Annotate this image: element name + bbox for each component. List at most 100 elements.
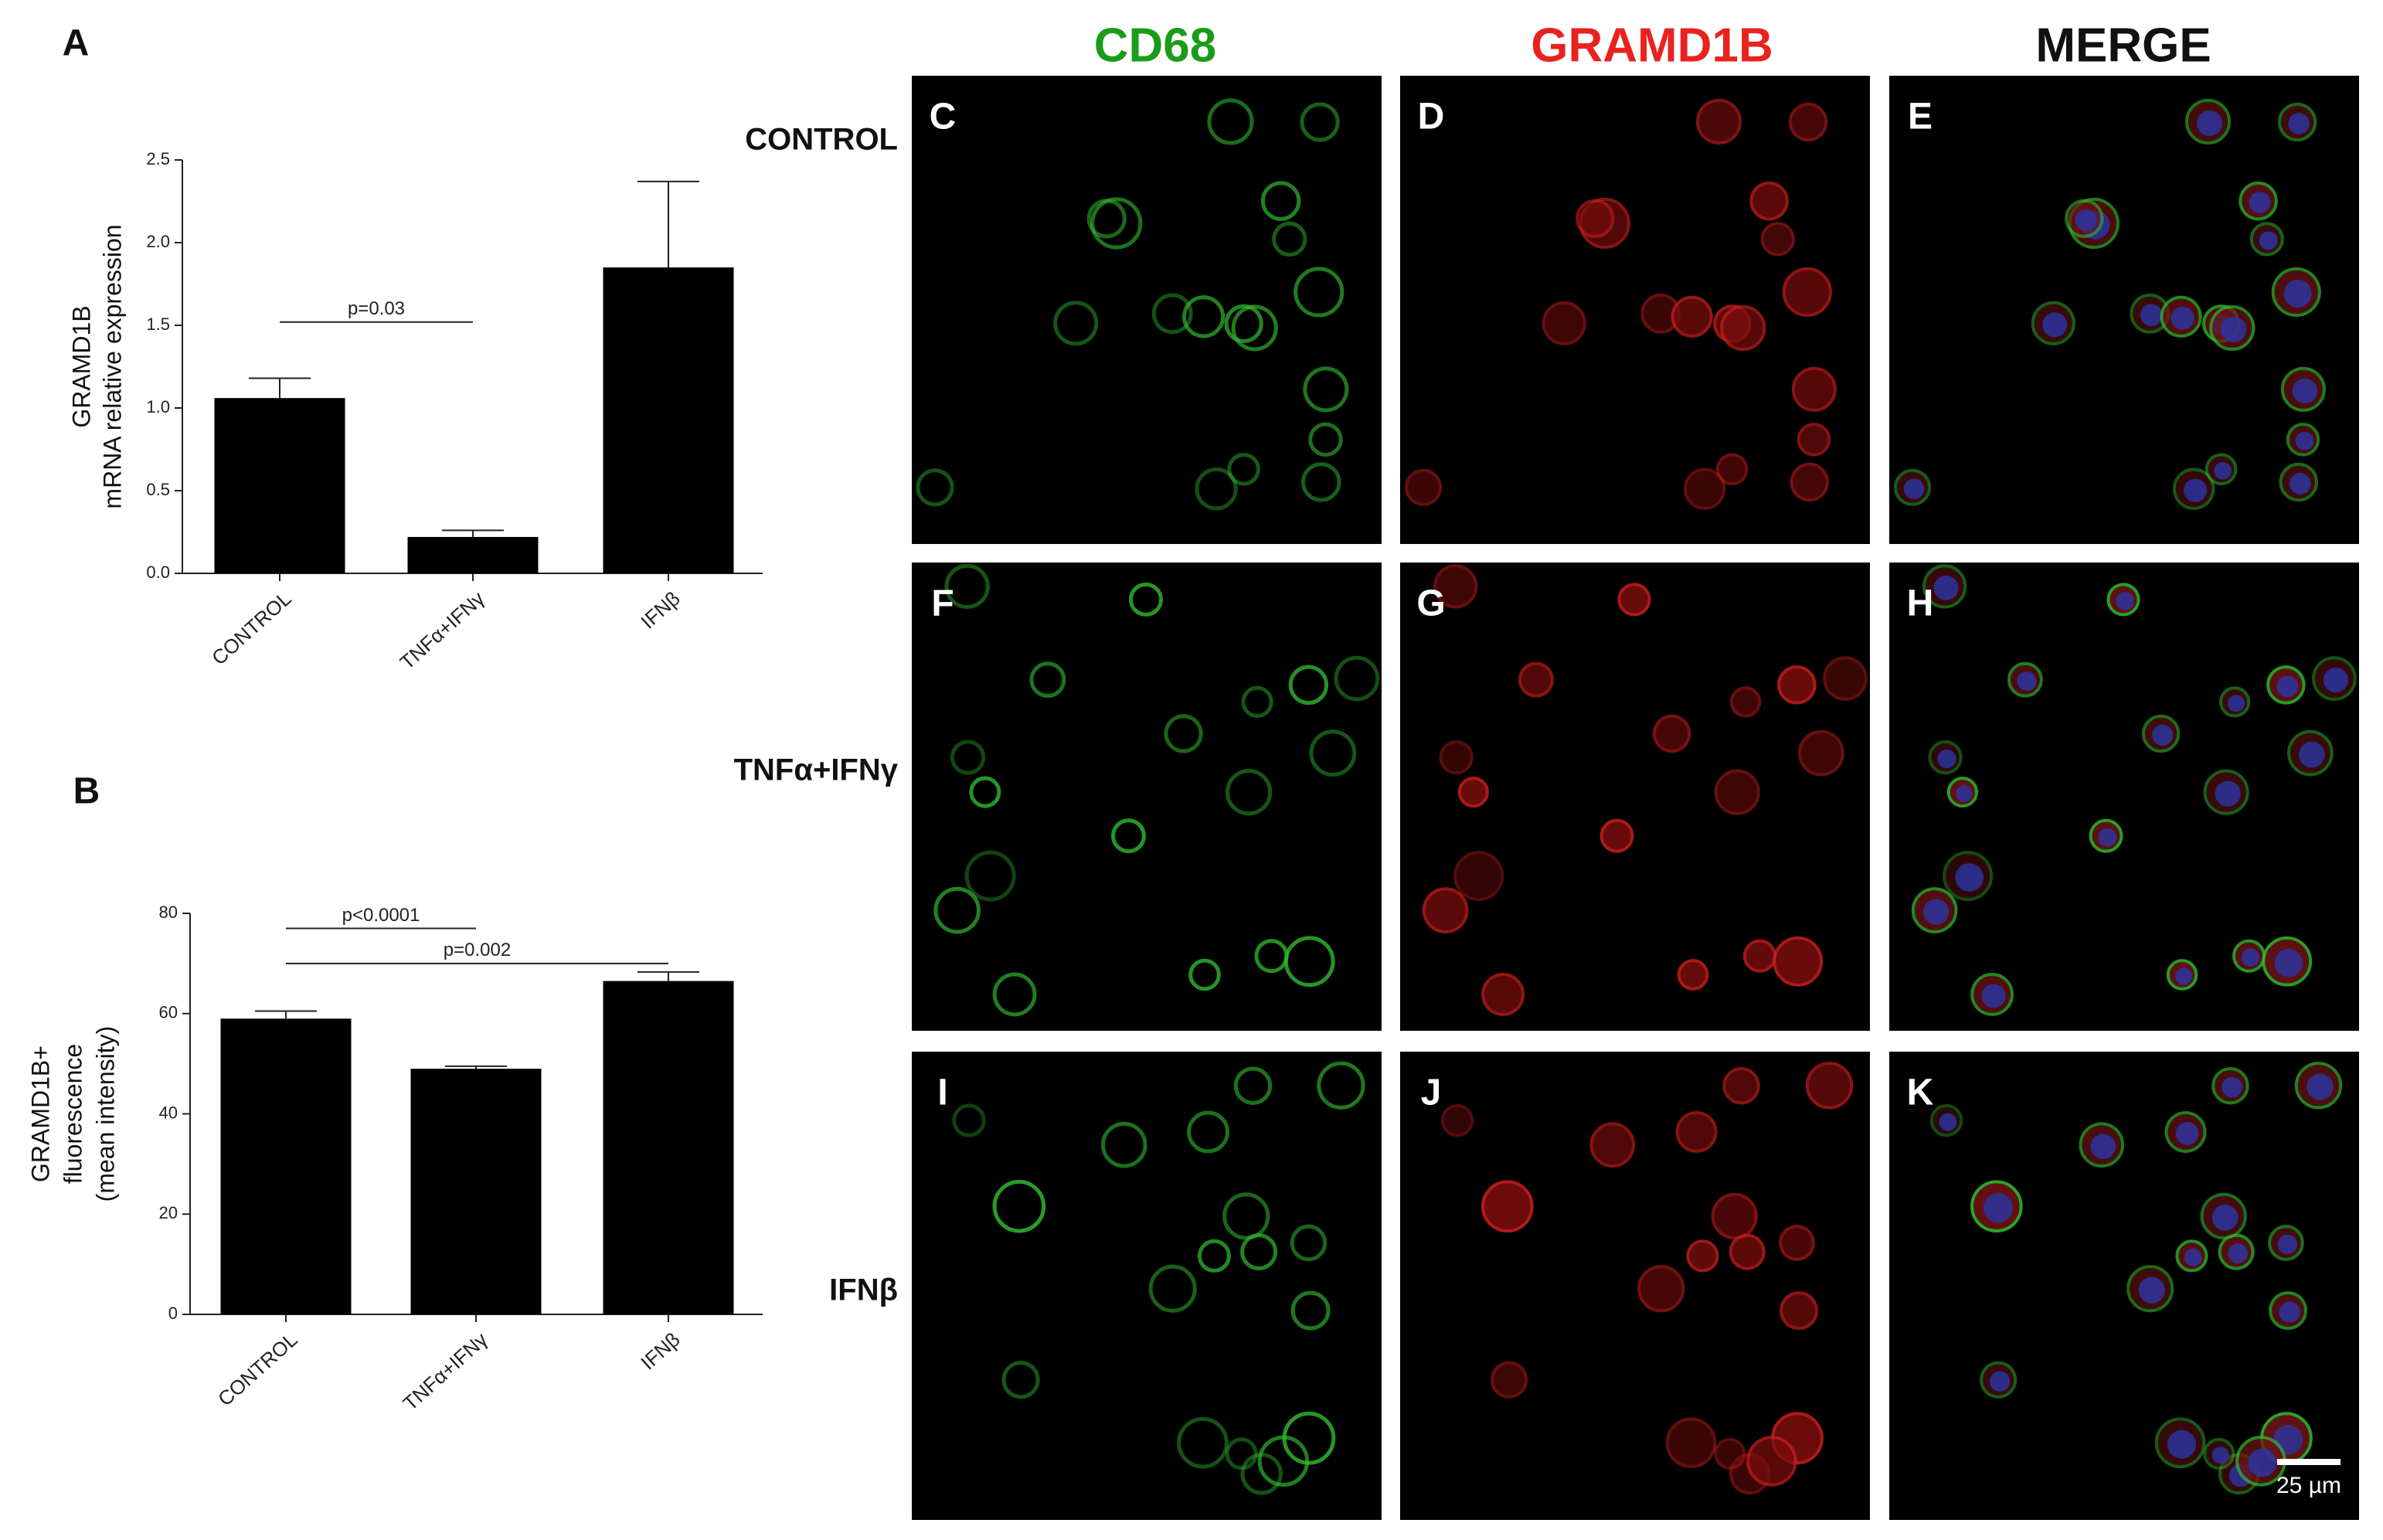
nucleus [2175, 1121, 2199, 1145]
nucleus [2196, 110, 2223, 136]
nucleus [2283, 279, 2312, 308]
nucleus [2215, 780, 2241, 807]
nucleus [2228, 695, 2245, 712]
x-tick-label: CONTROL [213, 1328, 302, 1410]
panel-letter: J [1421, 1073, 1442, 1113]
cell [1686, 1239, 1719, 1273]
cell [964, 850, 1016, 902]
cell [1029, 661, 1066, 699]
cell [1637, 1265, 1685, 1313]
y-axis-label: mRNA relative expression [98, 224, 126, 508]
nucleus [2276, 675, 2299, 698]
cell [1617, 583, 1651, 617]
nucleus [1989, 1371, 2011, 1392]
y-axis-label: GRAMD1B [67, 305, 95, 427]
cell [1675, 1110, 1718, 1153]
cell [1225, 1437, 1258, 1470]
nucleus [1939, 1113, 1957, 1131]
nucleus [2222, 1076, 2242, 1098]
cell [1777, 665, 1817, 705]
panel-letter: D [1418, 97, 1445, 138]
cell [1797, 729, 1844, 777]
y-axis-label: GRAMD1B+ [26, 1045, 54, 1182]
cell [1187, 1110, 1230, 1154]
nucleus [2288, 113, 2310, 134]
y-tick-label: 1.0 [146, 397, 170, 416]
nucleus [2241, 948, 2260, 967]
y-tick-label: 60 [159, 1003, 178, 1022]
nucleus [1903, 478, 1925, 499]
nucleus [2323, 668, 2349, 693]
column-header: GRAMD1B [1531, 19, 1773, 72]
cell [933, 886, 981, 934]
nucleus [2075, 209, 2097, 231]
nucleus [2295, 432, 2314, 450]
cell [1188, 958, 1221, 991]
cell [1790, 462, 1829, 502]
cell [1481, 973, 1525, 1016]
y-tick-label: 2.5 [146, 149, 170, 168]
cell [1241, 685, 1273, 719]
bar [407, 536, 539, 573]
nucleus [2299, 741, 2325, 768]
cell [1260, 181, 1301, 221]
cell [1128, 582, 1164, 617]
cell [1542, 301, 1586, 345]
cell [1779, 1225, 1815, 1261]
x-tick-label: CONTROL [207, 586, 296, 669]
y-tick-label: 2.0 [146, 232, 170, 251]
cell [992, 972, 1037, 1017]
nucleus [2175, 967, 2193, 985]
bar [214, 398, 345, 573]
nucleus [2138, 1277, 2165, 1304]
cell [1334, 655, 1380, 702]
nucleus [2274, 949, 2303, 977]
nucleus [2289, 473, 2311, 495]
cell [1797, 423, 1831, 457]
nucleus [2017, 671, 2037, 692]
cell [1283, 936, 1335, 988]
cell [1576, 199, 1615, 238]
cell [944, 563, 990, 610]
nucleus [2152, 724, 2174, 746]
panel-letter: I [937, 1073, 947, 1113]
scale-bar-label: 25 µm [2276, 1473, 2341, 1498]
cell [1148, 1264, 1197, 1313]
nucleus [1956, 785, 1973, 802]
nucleus [2228, 1243, 2249, 1263]
y-tick-label: 0 [168, 1304, 178, 1323]
cell [1782, 267, 1832, 318]
x-tick-label: IFNβ [636, 586, 684, 633]
y-tick-label: 20 [159, 1203, 178, 1222]
cell [1780, 1291, 1818, 1331]
cell [1742, 939, 1777, 973]
panel-letter: A [63, 23, 90, 64]
cell [1589, 1122, 1636, 1168]
cell [1518, 661, 1554, 698]
nucleus [1933, 575, 1959, 600]
x-tick-label: TNFα+IFNγ [396, 586, 489, 674]
cell [992, 1179, 1046, 1233]
cell [1599, 818, 1634, 853]
panel-letter: K [1907, 1073, 1934, 1113]
nucleus [2090, 1134, 2116, 1160]
cell [950, 739, 986, 775]
nucleus [2167, 1430, 2197, 1459]
nucleus [1983, 1193, 2013, 1223]
cell [1308, 422, 1343, 457]
x-tick-label: IFNβ [636, 1328, 684, 1374]
y-tick-label: 40 [159, 1103, 178, 1122]
nucleus [2116, 592, 2134, 610]
panel-letter: G [1416, 583, 1445, 624]
cell [1100, 1121, 1147, 1168]
cell [1652, 714, 1691, 753]
micrograph [912, 76, 1382, 544]
bar [220, 1018, 352, 1314]
micrograph [912, 563, 1382, 1031]
x-tick-label: TNFα+IFNγ [399, 1328, 492, 1415]
nucleus [2171, 306, 2194, 330]
cell [1671, 295, 1713, 338]
cell [1714, 1437, 1746, 1470]
cell [1290, 1290, 1331, 1331]
